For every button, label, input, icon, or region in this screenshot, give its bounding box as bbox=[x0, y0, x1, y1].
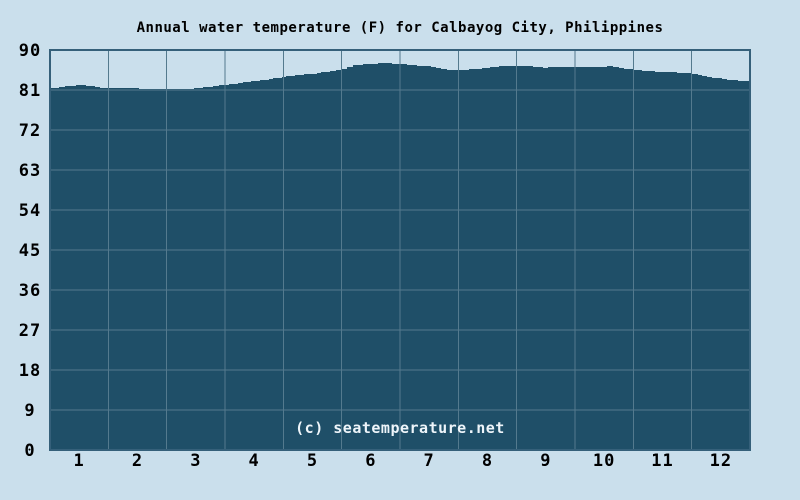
y-tick-label: 81 bbox=[19, 81, 41, 101]
y-tick-label: 9 bbox=[24, 401, 35, 421]
y-tick-label: 36 bbox=[19, 281, 41, 301]
x-tick-label: 4 bbox=[249, 451, 260, 471]
y-tick-label: 90 bbox=[19, 41, 41, 61]
y-tick-label: 54 bbox=[19, 201, 41, 221]
y-tick-label: 72 bbox=[19, 121, 41, 141]
y-tick-label: 63 bbox=[19, 161, 41, 181]
chart-title: Annual water temperature (F) for Calbayo… bbox=[136, 20, 664, 36]
x-tick-label: 12 bbox=[710, 451, 732, 471]
y-tick-label: 27 bbox=[19, 321, 41, 341]
x-tick-label: 2 bbox=[132, 451, 143, 471]
x-tick-label: 10 bbox=[593, 451, 615, 471]
y-tick-label: 18 bbox=[19, 361, 41, 381]
x-tick-label: 3 bbox=[190, 451, 201, 471]
watermark: (c) seatemperature.net bbox=[295, 419, 505, 437]
plot-border bbox=[49, 49, 751, 451]
x-tick-label: 7 bbox=[424, 451, 435, 471]
y-tick-label: 0 bbox=[24, 441, 35, 461]
x-tick-label: 8 bbox=[482, 451, 493, 471]
y-tick-label: 45 bbox=[19, 241, 41, 261]
x-tick-label: 5 bbox=[307, 451, 318, 471]
x-tick-label: 1 bbox=[74, 451, 85, 471]
x-tick-label: 9 bbox=[540, 451, 551, 471]
x-tick-label: 11 bbox=[651, 451, 673, 471]
x-tick-label: 6 bbox=[365, 451, 376, 471]
